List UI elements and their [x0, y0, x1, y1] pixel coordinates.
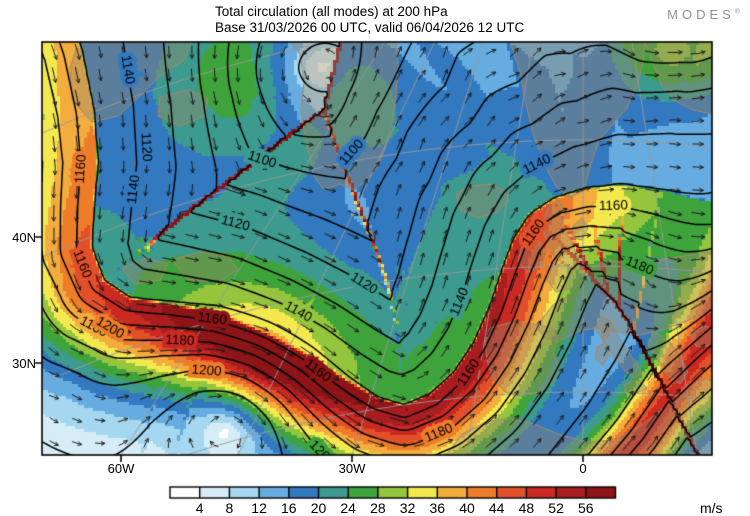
colorbar-tick-label: 44	[488, 500, 505, 516]
colorbar-tick-label: 40	[459, 500, 475, 516]
colorbar-tick-label: 48	[518, 500, 535, 516]
lon-tick-label: 0	[579, 461, 587, 476]
colorbar-tick-label: 32	[399, 500, 416, 516]
lon-tick-label: 30W	[338, 461, 366, 476]
colorbar-tick-label: 8	[225, 500, 234, 516]
colorbar-tick-label: 4	[195, 500, 204, 516]
colorbar-tick-label: 16	[281, 500, 297, 516]
modes-logo: MODES®	[667, 7, 740, 22]
colorbar-tick-label: 12	[251, 500, 267, 516]
lat-tick-label: 40N	[12, 230, 36, 245]
colorbar-tick-label: 20	[310, 500, 327, 516]
colorbar-tick-label: 56	[578, 500, 594, 516]
registered-mark: ®	[734, 8, 740, 16]
colorbar-tick-label: 24	[340, 500, 356, 516]
colorbar-tick-label: 52	[548, 500, 564, 516]
lat-tick-label: 30N	[12, 356, 36, 371]
colorbar-unit-label: m/s	[700, 500, 723, 516]
chart-title: Total circulation (all modes) at 200 hPa	[215, 4, 448, 19]
colorbar-tick-label: 36	[429, 500, 446, 516]
colorbar-tick-label: 28	[370, 500, 386, 516]
chart-subtitle: Base 31/03/2026 00 UTC, valid 06/04/2026…	[215, 20, 525, 35]
lon-tick-label: 60W	[107, 461, 135, 476]
